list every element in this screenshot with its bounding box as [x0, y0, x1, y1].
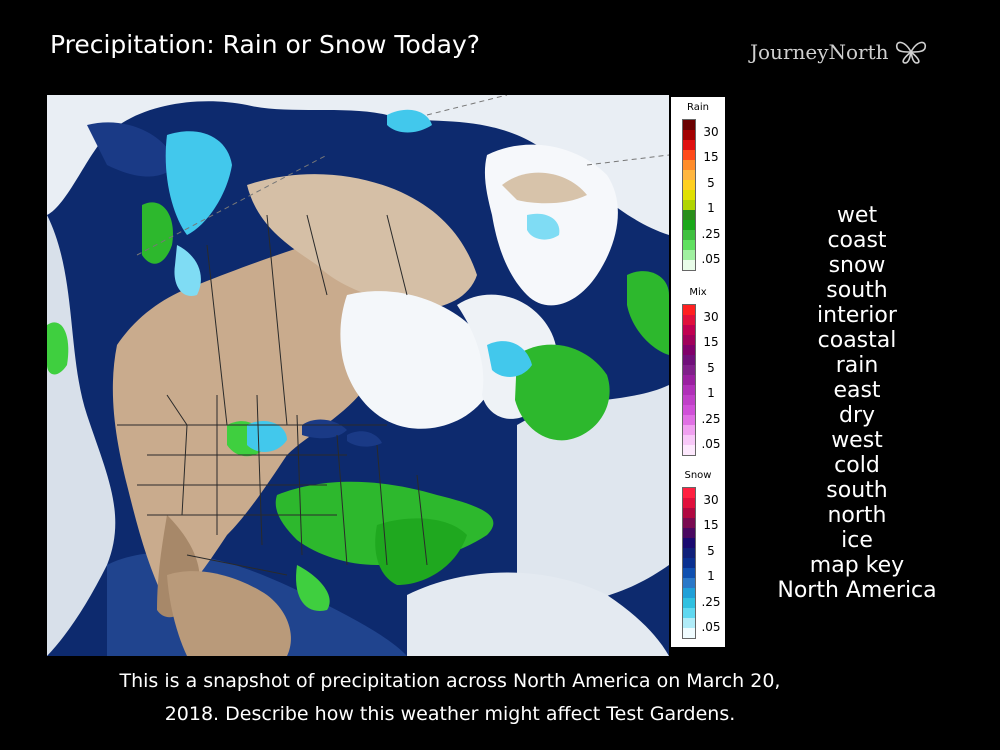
legend-swatch [683, 538, 695, 548]
word-item: North America [777, 578, 937, 603]
legend-swatch [683, 608, 695, 618]
legend-swatch [683, 618, 695, 628]
legend-swatch [683, 130, 695, 140]
legend-swatch [683, 140, 695, 150]
legend-swatch [683, 445, 695, 455]
legend-swatch [683, 508, 695, 518]
legend-swatch [683, 365, 695, 375]
legend-swatch [683, 160, 695, 170]
legend-swatch [683, 230, 695, 240]
word-item: east [833, 378, 881, 403]
legend-label: 15 [703, 335, 719, 349]
caption-line-2: 2018. Describe how this weather might af… [164, 703, 736, 725]
legend-swatch [683, 435, 695, 445]
legend-swatch [683, 628, 695, 638]
legend-swatch [683, 558, 695, 568]
word-item: coast [827, 228, 887, 253]
legend-label: .25 [701, 412, 721, 426]
legend-swatch [683, 548, 695, 558]
legend-label: 30 [703, 493, 719, 507]
word-item: south [826, 278, 888, 303]
word-item: north [827, 503, 887, 528]
legend-label: 15 [703, 518, 719, 532]
word-item: dry [838, 403, 876, 428]
caption: This is a snapshot of precipitation acro… [0, 665, 900, 731]
legend-bar-rain [682, 119, 696, 271]
word-item: ice [841, 528, 873, 553]
legend-swatch [683, 385, 695, 395]
legend-swatch [683, 250, 695, 260]
legend-swatch [683, 588, 695, 598]
word-item: map key [809, 553, 905, 578]
legend-swatch [683, 405, 695, 415]
legend-swatch [683, 488, 695, 498]
page-title: Precipitation: Rain or Snow Today? [50, 30, 481, 59]
legend-label: .05 [701, 620, 721, 634]
legend-swatch [683, 425, 695, 435]
legend-swatch [683, 210, 695, 220]
legend-swatch [683, 498, 695, 508]
map-graphic [47, 95, 669, 656]
legend-label: 1 [707, 569, 715, 583]
legend-label: 1 [707, 386, 715, 400]
legend-label: .05 [701, 252, 721, 266]
legend-swatch [683, 305, 695, 315]
logo-text: JourneyNorth [750, 40, 889, 64]
legend-swatch [683, 335, 695, 345]
legend-label: 30 [703, 125, 719, 139]
vocabulary-word-list: wet coast snow south interior coastal ra… [762, 203, 952, 603]
legend-swatch [683, 200, 695, 210]
legend-swatch [683, 345, 695, 355]
legend-swatch [683, 325, 695, 335]
legend-swatch [683, 568, 695, 578]
journey-north-logo: JourneyNorth [750, 38, 931, 66]
legend-swatch [683, 598, 695, 608]
legend-label: 5 [707, 361, 715, 375]
legend-title-rain: Rain [687, 102, 709, 113]
word-item: west [831, 428, 883, 453]
legend-swatch [683, 260, 695, 270]
precipitation-map [47, 95, 669, 656]
legend-bar-mix [682, 304, 696, 456]
legend-bar-snow [682, 487, 696, 639]
legend-label: 5 [707, 176, 715, 190]
legend-label: 1 [707, 201, 715, 215]
legend-swatch [683, 220, 695, 230]
legend-label: .25 [701, 227, 721, 241]
word-item: wet [836, 203, 878, 228]
caption-line-1: This is a snapshot of precipitation acro… [119, 670, 781, 692]
legend-swatch [683, 170, 695, 180]
legend-swatch [683, 415, 695, 425]
legend-swatch [683, 150, 695, 160]
word-item: interior [817, 303, 897, 328]
legend-label: .25 [701, 595, 721, 609]
legend-swatch [683, 528, 695, 538]
legend-title-snow: Snow [684, 470, 712, 481]
legend-label: .05 [701, 437, 721, 451]
legend-swatch [683, 240, 695, 250]
legend-swatch [683, 355, 695, 365]
legend-swatch [683, 395, 695, 405]
legend-swatch [683, 315, 695, 325]
legend-title-mix: Mix [689, 287, 707, 298]
legend-label: 15 [703, 150, 719, 164]
legend-swatch [683, 375, 695, 385]
word-item: rain [835, 353, 879, 378]
word-item: snow [828, 253, 886, 278]
legend-swatch [683, 180, 695, 190]
legend-label: 30 [703, 310, 719, 324]
precipitation-legend: Rain 30 15 5 1 .25 .05 Mix 30 15 5 1 .25… [671, 97, 725, 647]
word-item: cold [834, 453, 880, 478]
legend-swatch [683, 518, 695, 528]
butterfly-icon [895, 41, 926, 64]
legend-swatch [683, 578, 695, 588]
legend-swatch [683, 120, 695, 130]
legend-label: 5 [707, 544, 715, 558]
word-item: south [826, 478, 888, 503]
word-item: coastal [817, 328, 897, 353]
legend-swatch [683, 190, 695, 200]
